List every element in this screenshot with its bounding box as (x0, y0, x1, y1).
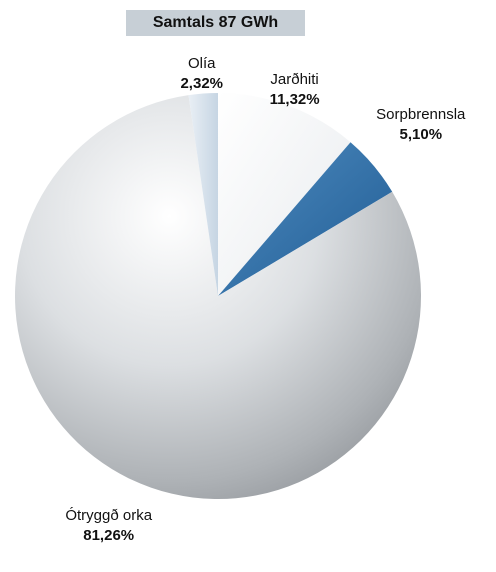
pie-slice-sorpbrennsla (218, 142, 393, 296)
slice-name: Sorpbrennsla (376, 106, 466, 124)
pie-slice-olia (188, 93, 218, 296)
pie-slice-otryggd-orka (14, 95, 421, 499)
slice-label-jardhiti: Jarðhiti 11,32% (235, 70, 355, 110)
slice-label-otryggd-orka: Ótryggð orka 81,26% (49, 506, 169, 546)
slice-label-olia: Olía 2,32% (142, 54, 262, 94)
slice-name: Jarðhiti (270, 70, 319, 88)
slice-name: Ótryggð orka (65, 507, 153, 525)
slice-name: Olía (187, 54, 216, 72)
slice-label-sorpbrennsla: Sorpbrennsla 5,10% (361, 105, 481, 145)
chart-title: Samtals 87 GWh (126, 10, 305, 36)
pie-slice-jardhiti (218, 93, 351, 296)
slice-percent: 5,10% (399, 126, 443, 144)
slice-percent: 2,32% (180, 74, 224, 92)
slice-percent: 81,26% (83, 527, 135, 545)
slice-percent: 11,32% (269, 90, 320, 108)
